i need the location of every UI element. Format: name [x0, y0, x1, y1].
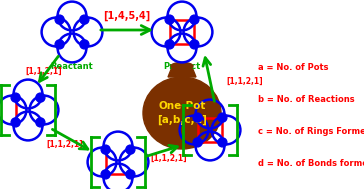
- Text: a = No. of Pots: a = No. of Pots: [258, 64, 328, 73]
- Ellipse shape: [143, 77, 221, 149]
- Circle shape: [11, 93, 20, 102]
- Circle shape: [55, 40, 64, 49]
- Circle shape: [190, 40, 199, 49]
- Text: [1,1,2,1]: [1,1,2,1]: [26, 67, 62, 75]
- Circle shape: [36, 118, 45, 127]
- Circle shape: [193, 138, 202, 147]
- Circle shape: [193, 113, 202, 122]
- Circle shape: [126, 145, 135, 154]
- Circle shape: [126, 170, 135, 179]
- Circle shape: [80, 40, 89, 49]
- Circle shape: [80, 15, 89, 24]
- Circle shape: [218, 138, 227, 147]
- Circle shape: [165, 40, 174, 49]
- Circle shape: [165, 15, 174, 24]
- Text: d = No. of Bonds formed: d = No. of Bonds formed: [258, 160, 364, 169]
- Circle shape: [101, 170, 110, 179]
- Circle shape: [218, 113, 227, 122]
- Text: One-Pot
[a,b,c,d]: One-Pot [a,b,c,d]: [157, 101, 207, 125]
- Text: Reactant: Reactant: [51, 62, 94, 71]
- Circle shape: [36, 93, 45, 102]
- Circle shape: [101, 145, 110, 154]
- Polygon shape: [168, 67, 196, 77]
- Text: [1,4,5,4]: [1,4,5,4]: [103, 11, 151, 21]
- Ellipse shape: [171, 63, 193, 70]
- Text: [1,1,2,1]: [1,1,2,1]: [151, 153, 187, 163]
- Circle shape: [190, 15, 199, 24]
- Text: c = No. of Rings Formed: c = No. of Rings Formed: [258, 128, 364, 136]
- Text: Product: Product: [163, 62, 201, 71]
- Circle shape: [55, 15, 64, 24]
- Circle shape: [11, 118, 20, 127]
- Text: [1,1,2,1]: [1,1,2,1]: [47, 139, 83, 149]
- Text: [1,1,2,1]: [1,1,2,1]: [227, 77, 263, 85]
- Text: b = No. of Reactions: b = No. of Reactions: [258, 95, 355, 105]
